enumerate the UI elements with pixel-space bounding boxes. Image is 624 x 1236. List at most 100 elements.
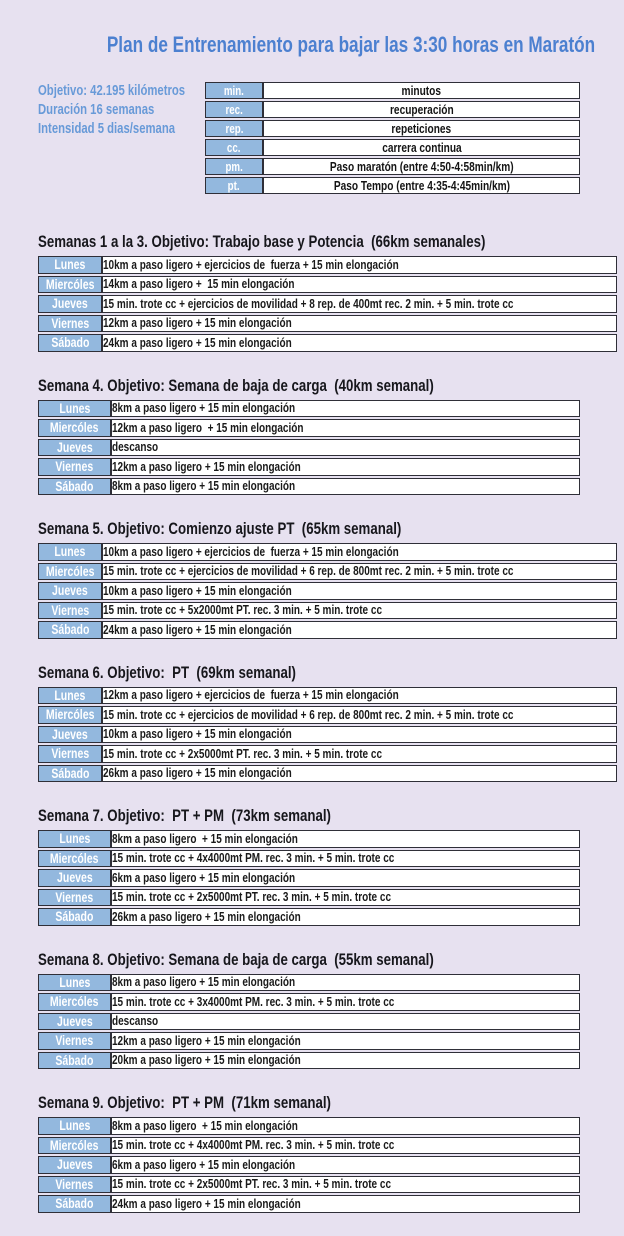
legend-abbr-cell: cc. xyxy=(205,139,263,156)
workout-cell: 10km a paso ligero + 15 min elongación xyxy=(102,582,618,600)
week-table: Lunes 10km a paso ligero + ejercicios de… xyxy=(38,254,618,354)
day-label-text: Jueves xyxy=(56,1157,93,1173)
legend-meaning-cell: Paso maratón (entre 4:50-4:58min/km) xyxy=(263,158,580,175)
workout-cell: 15 min. trote cc + 2x5000mt PT. rec. 3 m… xyxy=(111,1175,580,1193)
table-row: Viernes 15 min. trote cc + 2x5000mt PT. … xyxy=(38,1175,580,1193)
legend-meaning-text: recuperación xyxy=(389,102,454,117)
day-label-text: Lunes xyxy=(58,974,91,990)
table-row: Jueves 6km a paso ligero + 15 min elonga… xyxy=(38,869,580,887)
day-label-cell: Jueves xyxy=(38,1156,111,1174)
workout-cell: 15 min. trote cc + 4x4000mt PM. rec. 3 m… xyxy=(111,849,580,867)
day-label-cell: Viernes xyxy=(38,314,103,332)
table-row: Viernes 15 min. trote cc + 2x5000mt PT. … xyxy=(38,745,618,763)
workout-cell: descanso xyxy=(111,438,580,456)
week-section: Semana 8. Objetivo: Semana de baja de ca… xyxy=(38,950,580,1072)
legend-abbr-cell: pt. xyxy=(205,177,263,194)
workout-cell: 8km a paso ligero + 15 min elongación xyxy=(111,830,580,848)
workout-cell: 12km a paso ligero + 15 min elongación xyxy=(111,458,580,476)
table-row: Sábado 8km a paso ligero + 15 min elonga… xyxy=(38,477,580,495)
plan-info-line: Objetivo: 42.195 kilómetros xyxy=(38,82,205,101)
day-label-text: Jueves xyxy=(56,439,93,455)
legend-abbr-text: pt. xyxy=(228,178,240,193)
day-label-cell: Viernes xyxy=(38,601,103,619)
workout-text: 8km a paso ligero + 15 min elongación xyxy=(112,831,298,846)
week-section: Semana 6. Objetivo: PT (69km semanal) Lu… xyxy=(38,662,618,785)
week-table: Lunes 8km a paso ligero + 15 min elongac… xyxy=(38,972,580,1072)
workout-cell: 8km a paso ligero + 15 min elongación xyxy=(111,973,580,991)
table-row: Lunes 10km a paso ligero + ejercicios de… xyxy=(38,543,618,561)
legend-row: min. minutos xyxy=(205,82,580,99)
legend-meaning-cell: carrera continua xyxy=(263,139,580,156)
workout-text: 15 min. trote cc + 2x5000mt PT. rec. 3 m… xyxy=(112,890,392,905)
workout-cell: 10km a paso ligero + ejercicios de fuerz… xyxy=(102,543,618,561)
day-label-text: Viernes xyxy=(55,459,94,475)
legend-meaning-cell: Paso Tempo (entre 4:35-4:45min/km) xyxy=(263,177,580,194)
workout-cell: 10km a paso ligero + ejercicios de fuerz… xyxy=(102,256,618,274)
day-label-text: Lunes xyxy=(58,400,91,416)
legend-abbr-text: min. xyxy=(223,83,245,98)
day-label-text: Sábado xyxy=(51,335,90,351)
day-label-text: Viernes xyxy=(51,602,90,618)
week-heading-text: Semana 6. Objetivo: PT (69km semanal) xyxy=(38,662,296,682)
workout-cell: 12km a paso ligero + ejercicios de fuerz… xyxy=(102,686,618,704)
table-row: Jueves 6km a paso ligero + 15 min elonga… xyxy=(38,1156,580,1174)
week-table: Lunes 8km a paso ligero + 15 min elongac… xyxy=(38,1115,580,1215)
workout-text: 15 min. trote cc + 5x2000mt PT. rec. 3 m… xyxy=(103,603,383,618)
plan-info-text: Intensidad 5 dias/semana xyxy=(38,120,176,137)
workout-cell: 24km a paso ligero + 15 min elongación xyxy=(102,621,618,639)
table-row: Viernes 12km a paso ligero + 15 min elon… xyxy=(38,1032,580,1050)
day-label-cell: Miercóles xyxy=(38,706,103,724)
day-label-text: Lunes xyxy=(58,1118,91,1134)
table-row: Lunes 8km a paso ligero + 15 min elongac… xyxy=(38,1117,580,1135)
workout-cell: 24km a paso ligero + 15 min elongación xyxy=(111,1195,580,1213)
legend-row: pt. Paso Tempo (entre 4:35-4:45min/km) xyxy=(205,177,580,194)
workout-cell: 12km a paso ligero + 15 min elongación xyxy=(111,1032,580,1050)
day-label-cell: Jueves xyxy=(38,725,103,743)
workout-cell: descanso xyxy=(111,1012,580,1030)
workout-text: 12km a paso ligero + 15 min elongación xyxy=(112,1033,301,1048)
workout-text: 26km a paso ligero + 15 min elongación xyxy=(103,766,292,781)
workout-text: 26km a paso ligero + 15 min elongación xyxy=(112,909,301,924)
workout-cell: 24km a paso ligero + 15 min elongación xyxy=(102,334,618,352)
week-heading: Semana 7. Objetivo: PT + PM (73km semana… xyxy=(38,806,580,826)
day-label-cell: Jueves xyxy=(38,582,103,600)
workout-text: 15 min. trote cc + 2x5000mt PT. rec. 3 m… xyxy=(103,746,383,761)
legend-table: min. minutos rec. recuperación rep. repe… xyxy=(205,80,580,196)
day-label-text: Viernes xyxy=(55,1033,94,1049)
day-label-cell: Jueves xyxy=(38,869,111,887)
legend-abbr-text: pm. xyxy=(225,159,243,174)
day-label-text: Miercóles xyxy=(50,1137,99,1153)
day-label-cell: Miercóles xyxy=(38,275,103,293)
week-table: Lunes 8km a paso ligero + 15 min elongac… xyxy=(38,398,580,498)
workout-cell: 15 min. trote cc + 3x4000mt PM. rec. 3 m… xyxy=(111,993,580,1011)
legend-meaning-text: repeticiones xyxy=(391,121,452,136)
workout-cell: 15 min. trote cc + 4x4000mt PM. rec. 3 m… xyxy=(111,1136,580,1154)
week-section: Semana 7. Objetivo: PT + PM (73km semana… xyxy=(38,806,580,928)
table-row: Jueves descanso xyxy=(38,438,580,456)
day-label-text: Viernes xyxy=(51,746,90,762)
legend-row: rec. recuperación xyxy=(205,101,580,118)
day-label-cell: Miercóles xyxy=(38,993,111,1011)
day-label-cell: Lunes xyxy=(38,399,111,417)
day-label-cell: Lunes xyxy=(38,973,111,991)
day-label-text: Jueves xyxy=(52,296,88,312)
day-label-cell: Viernes xyxy=(38,1032,111,1050)
workout-cell: 20km a paso ligero + 15 min elongación xyxy=(111,1051,580,1069)
workout-cell: 8km a paso ligero + 15 min elongación xyxy=(111,477,580,495)
day-label-text: Sábado xyxy=(55,909,94,925)
page-title-text: Plan de Entrenamiento para bajar las 3:3… xyxy=(106,32,596,57)
day-label-text: Viernes xyxy=(55,1176,94,1192)
header-row: Objetivo: 42.195 kilómetros Duración 16 … xyxy=(38,80,580,196)
table-row: Sábado 24km a paso ligero + 15 min elong… xyxy=(38,334,618,352)
day-label-cell: Viernes xyxy=(38,745,103,763)
week-heading: Semana 5. Objetivo: Comienzo ajuste PT (… xyxy=(38,519,580,539)
legend-meaning-cell: recuperación xyxy=(263,101,580,118)
workout-text: 20km a paso ligero + 15 min elongación xyxy=(112,1053,301,1068)
day-label-cell: Lunes xyxy=(38,830,111,848)
table-row: Miercóles 15 min. trote cc + ejercicios … xyxy=(38,562,618,580)
day-label-cell: Lunes xyxy=(38,686,103,704)
table-row: Miercóles 14km a paso ligero + 15 min el… xyxy=(38,275,618,293)
table-row: Viernes 12km a paso ligero + 15 min elon… xyxy=(38,314,618,332)
day-label-cell: Lunes xyxy=(38,1117,111,1135)
workout-text: 15 min. trote cc + 4x4000mt PM. rec. 3 m… xyxy=(112,851,395,866)
